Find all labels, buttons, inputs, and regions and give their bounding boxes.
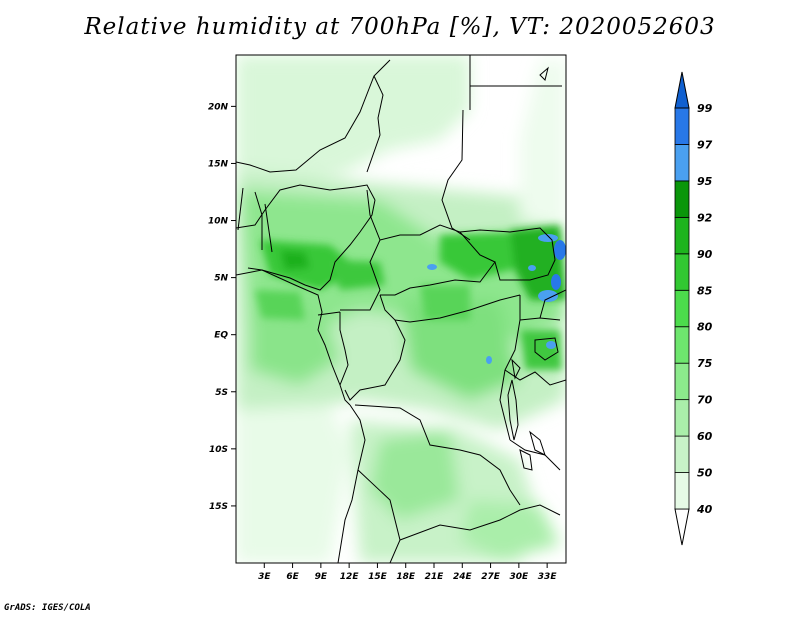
colorbar-label: 60 [697, 430, 713, 443]
colorbar-box [674, 216, 690, 255]
colorbar-label: 80 [697, 321, 713, 334]
lon-label: 9E [315, 572, 328, 582]
latitude-axis: 20N 15N 10N 5N EQ 5S 10S 15S [208, 102, 236, 512]
lon-label: 24E [453, 572, 473, 582]
lon-label: 21E [425, 572, 445, 582]
colorbar-box [674, 362, 690, 401]
lon-label: 6E [286, 572, 299, 582]
colorbar-box [674, 107, 690, 145]
grads-credit: GrADS: IGES/COLA [4, 603, 91, 613]
lon-label: 30E [510, 572, 530, 582]
colorbar-label: 92 [697, 211, 713, 224]
colorbar-label: 97 [697, 138, 713, 151]
lat-label: 20N [208, 102, 229, 112]
colorbar-label: 70 [697, 394, 713, 407]
colorbar-box [674, 180, 690, 218]
longitude-axis: 3E 6E 9E 12E 15E 18E 21E 24E 27E 30E 33E [258, 563, 557, 582]
lon-label: 27E [481, 572, 501, 582]
colorbar-box [674, 144, 690, 182]
lon-label: 12E [340, 572, 360, 582]
high-humidity-patches [427, 234, 566, 364]
lat-label: 15S [209, 502, 228, 512]
humidity-field [236, 55, 566, 563]
colorbar-label: 75 [697, 357, 713, 370]
lat-label: 15N [208, 159, 229, 169]
map-title: Relative humidity at 700hPa [%], VT: 202… [84, 14, 716, 40]
colorbar-high-triangle [674, 71, 690, 109]
lon-label: 15E [368, 572, 388, 582]
map-frame [235, 54, 567, 564]
colorbar-box [674, 289, 690, 328]
colorbar-label: 85 [697, 284, 713, 297]
country-boundaries [236, 55, 566, 563]
colorbar-box [674, 253, 690, 291]
lat-label: 5S [215, 388, 228, 398]
colorbar-label: 40 [696, 503, 713, 516]
lon-label: 33E [538, 572, 558, 582]
colorbar-label: 50 [697, 467, 713, 480]
colorbar-label: 90 [697, 248, 713, 261]
colorbar-box [674, 472, 690, 510]
lon-label: 18E [396, 572, 416, 582]
lat-label: 10N [208, 217, 229, 227]
colorbar-label: 99 [697, 102, 713, 115]
lakes [507, 66, 559, 471]
colorbar-low-triangle [674, 508, 690, 546]
colorbar: 40 50 60 70 75 80 85 90 92 95 97 99 [674, 71, 713, 546]
lat-label: 10S [209, 445, 228, 455]
lat-label: EQ [214, 331, 228, 341]
colorbar-box [674, 399, 690, 437]
lon-label: 3E [258, 572, 271, 582]
colorbar-box [674, 435, 690, 473]
lat-label: 5N [214, 274, 228, 284]
colorbar-label: 95 [697, 175, 713, 188]
colorbar-box [674, 326, 690, 364]
